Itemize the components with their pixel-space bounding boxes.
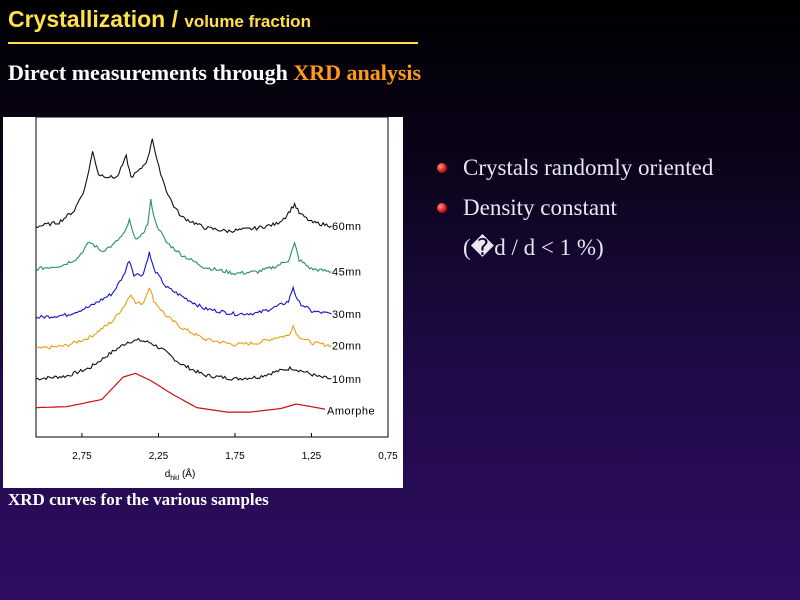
x-tick-label: 2,25	[149, 451, 169, 462]
series-label: 30mn	[332, 309, 362, 321]
bullet-text: Crystals randomly oriented	[463, 155, 714, 180]
bullet-item: Density constant	[435, 192, 713, 232]
series-label: 20mn	[332, 341, 362, 353]
x-axis-label: dhkl (Å)	[165, 467, 196, 482]
series-label: Amorphe	[327, 405, 375, 417]
title-subtitle: volume fraction	[184, 12, 311, 31]
bullet-text: Density constant	[463, 195, 617, 220]
series-line-30mn	[35, 251, 332, 319]
slide-title: Crystallization / volume fraction	[8, 6, 418, 44]
subheading-text: Direct measurements through	[8, 60, 294, 85]
series-line-60mn	[35, 138, 332, 234]
bullet-dot-icon	[437, 163, 447, 173]
x-axis-label-unit: (Å)	[179, 467, 195, 480]
x-tick-label: 2,75	[72, 451, 92, 462]
bullet-dot-icon	[437, 203, 447, 213]
subheading: Direct measurements through XRD analysis	[8, 60, 421, 86]
x-tick-label: 0,75	[378, 451, 398, 462]
bullet-list: Crystals randomly oriented Density const…	[435, 152, 713, 264]
series-label-background	[325, 403, 387, 420]
x-axis-label-sub: hkl	[170, 475, 179, 482]
series-line-20mn	[35, 287, 332, 350]
series-label: 10mn	[332, 374, 362, 386]
chart-caption: XRD curves for the various samples	[8, 490, 269, 509]
xrd-chart: 2,75 2,25 1,75 1,25 0,75 Amorphe 10mn 20mn 30mn…	[35, 117, 398, 482]
x-axis-label-main: d	[165, 469, 171, 480]
series-line-amorphe	[36, 372, 332, 413]
subheading-highlight: XRD analysis	[293, 60, 422, 85]
x-tick-label: 1,25	[302, 451, 322, 462]
series-line-45mn	[35, 199, 332, 276]
x-tick-label: 1,75	[225, 451, 245, 462]
plot-frame	[35, 117, 389, 438]
title-underline	[8, 42, 418, 44]
bullet-subtext: (�d / d < 1 %)	[463, 235, 604, 260]
series-line-10mn	[35, 337, 332, 381]
series-label: 60mn	[332, 221, 362, 233]
series-label: 45mn	[332, 267, 362, 279]
xrd-chart-panel: 2,75 2,25 1,75 1,25 0,75 Amorphe 10mn 20mn 30mn…	[3, 117, 403, 488]
bullet-item: Crystals randomly oriented	[435, 152, 713, 192]
title-main: Crystallization /	[8, 6, 185, 32]
